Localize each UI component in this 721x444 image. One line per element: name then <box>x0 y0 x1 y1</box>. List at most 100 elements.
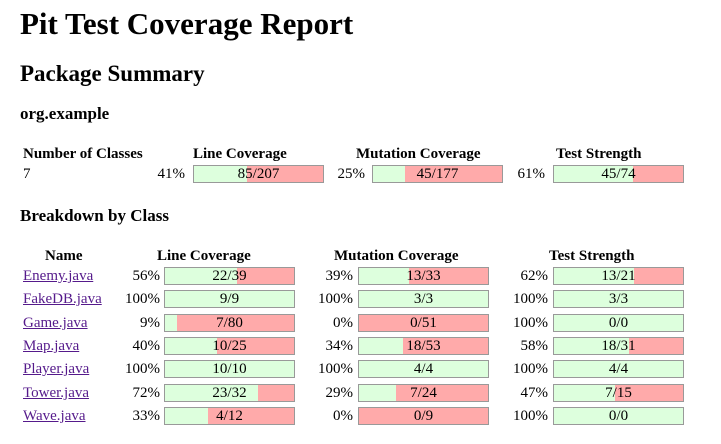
line-coverage-fill <box>165 361 294 377</box>
line-coverage-count: 10/10 <box>212 361 247 377</box>
number-of-classes-value: 7 <box>23 166 31 182</box>
line-coverage-percent: 33% <box>132 408 161 424</box>
line-coverage-percent: 56% <box>132 268 161 284</box>
class-link[interactable]: Game.java <box>23 315 88 331</box>
mutation-coverage-percent: 100% <box>318 361 353 377</box>
test-strength-count: 13/21 <box>601 268 636 284</box>
mutation-coverage-fill <box>359 385 397 401</box>
line-coverage-fill <box>165 385 258 401</box>
mutation-coverage-bar: 7/24 <box>358 384 489 402</box>
line-coverage-percent: 72% <box>132 385 161 401</box>
mutation-coverage-percent: 0% <box>333 315 353 331</box>
test-strength-percent: 100% <box>513 291 548 307</box>
test-strength-fill <box>554 361 683 377</box>
test-strength-count: 0/0 <box>608 315 629 331</box>
header-mutation-coverage: Mutation Coverage <box>356 146 481 162</box>
class-link[interactable]: Tower.java <box>23 385 90 401</box>
test-strength-percent: 62% <box>520 268 549 284</box>
line-coverage-percent: 100% <box>125 361 160 377</box>
mutation-coverage-count: 4/4 <box>413 361 434 377</box>
test-strength-fill <box>554 385 615 401</box>
line-coverage-bar: 4/12 <box>164 407 295 425</box>
test-strength-bar: 0/0 <box>553 407 684 425</box>
header-name: Name <box>45 248 83 264</box>
header-test-strength: Test Strength <box>549 248 635 264</box>
line-coverage-fill <box>194 166 247 182</box>
mutation-coverage-bar: 0/9 <box>358 407 489 425</box>
mutation-coverage-count: 3/3 <box>413 291 434 307</box>
mutation-coverage-count: 13/33 <box>406 268 441 284</box>
mutation-coverage-count: 0/9 <box>413 408 434 424</box>
line-coverage-count: 85/207 <box>237 166 280 182</box>
test-strength-bar: 4/4 <box>553 360 684 378</box>
line-coverage-percent: 41% <box>157 166 186 182</box>
line-coverage-fill <box>165 268 238 284</box>
mutation-coverage-percent: 39% <box>325 268 354 284</box>
line-coverage-bar: 85/207 <box>193 165 324 183</box>
line-coverage-percent: 9% <box>140 315 160 331</box>
mutation-coverage-fill <box>359 268 410 284</box>
line-coverage-count: 22/39 <box>212 268 247 284</box>
package-summary-heading: Package Summary <box>20 61 205 86</box>
mutation-coverage-fill <box>359 338 403 354</box>
class-link[interactable]: Wave.java <box>23 408 86 424</box>
line-coverage-count: 9/9 <box>219 291 240 307</box>
test-strength-count: 18/31 <box>601 338 636 354</box>
mutation-coverage-fill <box>373 166 406 182</box>
test-strength-percent: 100% <box>513 408 548 424</box>
class-link[interactable]: FakeDB.java <box>23 291 102 307</box>
test-strength-count: 45/74 <box>601 166 636 182</box>
test-strength-bar: 3/3 <box>553 290 684 308</box>
mutation-coverage-percent: 34% <box>325 338 354 354</box>
line-coverage-percent: 40% <box>132 338 161 354</box>
test-strength-fill <box>554 408 683 424</box>
line-coverage-bar: 9/9 <box>164 290 295 308</box>
line-coverage-count: 4/12 <box>216 408 243 424</box>
package-name: org.example <box>20 104 110 123</box>
page-title: Pit Test Coverage Report <box>20 6 354 41</box>
mutation-coverage-percent: 29% <box>325 385 354 401</box>
test-strength-bar: 18/31 <box>553 337 684 355</box>
header-test-strength: Test Strength <box>556 146 642 162</box>
line-coverage-count: 10/25 <box>212 338 247 354</box>
mutation-coverage-percent: 0% <box>333 408 353 424</box>
mutation-coverage-bar: 13/33 <box>358 267 489 285</box>
line-coverage-bar: 22/39 <box>164 267 295 285</box>
test-strength-percent: 100% <box>513 361 548 377</box>
class-link[interactable]: Enemy.java <box>23 268 94 284</box>
header-mutation-coverage: Mutation Coverage <box>334 248 459 264</box>
line-coverage-fill <box>165 408 208 424</box>
mutation-coverage-bar: 4/4 <box>358 360 489 378</box>
line-coverage-percent: 100% <box>125 291 160 307</box>
test-strength-fill <box>554 268 634 284</box>
line-coverage-count: 7/80 <box>216 315 243 331</box>
line-coverage-bar: 10/25 <box>164 337 295 355</box>
mutation-coverage-percent: 100% <box>318 291 353 307</box>
mutation-coverage-bar: 18/53 <box>358 337 489 355</box>
class-link[interactable]: Map.java <box>23 338 80 354</box>
line-coverage-fill <box>165 291 294 307</box>
class-link[interactable]: Player.java <box>23 361 90 377</box>
mutation-coverage-fill <box>359 361 488 377</box>
mutation-coverage-bar: 3/3 <box>358 290 489 308</box>
header-line-coverage: Line Coverage <box>193 146 287 162</box>
header-number-of-classes: Number of Classes <box>23 146 143 162</box>
mutation-coverage-count: 45/177 <box>416 166 459 182</box>
test-strength-fill <box>554 166 633 182</box>
line-coverage-bar: 23/32 <box>164 384 295 402</box>
breakdown-heading: Breakdown by Class <box>20 206 169 225</box>
test-strength-fill <box>554 338 629 354</box>
test-strength-count: 7/15 <box>605 385 632 401</box>
test-strength-percent: 100% <box>513 315 548 331</box>
mutation-coverage-percent: 25% <box>337 166 366 182</box>
header-line-coverage: Line Coverage <box>157 248 251 264</box>
mutation-coverage-fill <box>359 291 488 307</box>
mutation-coverage-bar: 45/177 <box>372 165 503 183</box>
test-strength-bar: 7/15 <box>553 384 684 402</box>
test-strength-fill <box>554 291 683 307</box>
mutation-coverage-bar: 0/51 <box>358 314 489 332</box>
line-coverage-count: 23/32 <box>212 385 247 401</box>
test-strength-count: 4/4 <box>608 361 629 377</box>
line-coverage-bar: 10/10 <box>164 360 295 378</box>
mutation-coverage-count: 7/24 <box>410 385 437 401</box>
